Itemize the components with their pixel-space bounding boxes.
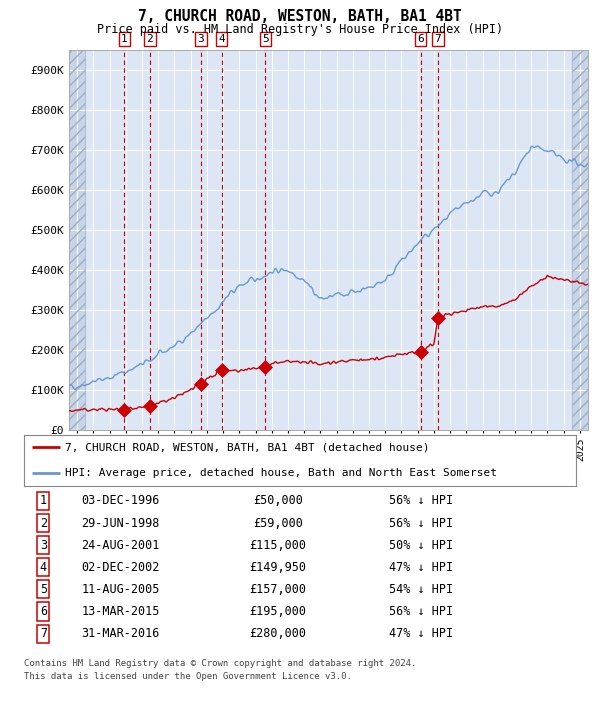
Text: 56% ↓ HPI: 56% ↓ HPI [389, 494, 454, 508]
Text: £59,000: £59,000 [253, 517, 303, 530]
Bar [572, 50, 588, 430]
Text: 47% ↓ HPI: 47% ↓ HPI [389, 627, 454, 640]
Text: 1: 1 [40, 494, 47, 508]
Text: 02-DEC-2002: 02-DEC-2002 [82, 561, 160, 574]
Text: 7: 7 [40, 627, 47, 640]
Text: 5: 5 [40, 583, 47, 596]
Text: 7, CHURCH ROAD, WESTON, BATH, BA1 4BT: 7, CHURCH ROAD, WESTON, BATH, BA1 4BT [138, 9, 462, 23]
Text: 13-MAR-2015: 13-MAR-2015 [82, 605, 160, 618]
Text: £157,000: £157,000 [250, 583, 307, 596]
Text: 3: 3 [40, 539, 47, 552]
Text: 4: 4 [218, 34, 225, 44]
Text: 2: 2 [40, 517, 47, 530]
Text: £280,000: £280,000 [250, 627, 307, 640]
Text: 50% ↓ HPI: 50% ↓ HPI [389, 539, 454, 552]
Text: 7, CHURCH ROAD, WESTON, BATH, BA1 4BT (detached house): 7, CHURCH ROAD, WESTON, BATH, BA1 4BT (d… [65, 442, 430, 452]
Text: 2: 2 [146, 34, 154, 44]
Text: £195,000: £195,000 [250, 605, 307, 618]
Text: 4: 4 [40, 561, 47, 574]
Text: 6: 6 [40, 605, 47, 618]
Text: 3: 3 [197, 34, 205, 44]
Text: 56% ↓ HPI: 56% ↓ HPI [389, 605, 454, 618]
Text: 7: 7 [434, 34, 442, 44]
Bar [572, 50, 588, 430]
Text: 47% ↓ HPI: 47% ↓ HPI [389, 561, 454, 574]
Text: HPI: Average price, detached house, Bath and North East Somerset: HPI: Average price, detached house, Bath… [65, 468, 497, 478]
Text: 31-MAR-2016: 31-MAR-2016 [82, 627, 160, 640]
Text: 11-AUG-2005: 11-AUG-2005 [82, 583, 160, 596]
Text: 54% ↓ HPI: 54% ↓ HPI [389, 583, 454, 596]
Text: 29-JUN-1998: 29-JUN-1998 [82, 517, 160, 530]
Text: 6: 6 [418, 34, 424, 44]
Text: £149,950: £149,950 [250, 561, 307, 574]
Bar [69, 50, 85, 430]
Text: 03-DEC-1996: 03-DEC-1996 [82, 494, 160, 508]
Text: This data is licensed under the Open Government Licence v3.0.: This data is licensed under the Open Gov… [24, 672, 352, 681]
Text: 1: 1 [121, 34, 128, 44]
Text: 24-AUG-2001: 24-AUG-2001 [82, 539, 160, 552]
Bar [69, 50, 85, 430]
Text: 56% ↓ HPI: 56% ↓ HPI [389, 517, 454, 530]
Text: £115,000: £115,000 [250, 539, 307, 552]
Text: 5: 5 [262, 34, 269, 44]
Text: Contains HM Land Registry data © Crown copyright and database right 2024.: Contains HM Land Registry data © Crown c… [24, 659, 416, 668]
Text: Price paid vs. HM Land Registry's House Price Index (HPI): Price paid vs. HM Land Registry's House … [97, 23, 503, 36]
Text: £50,000: £50,000 [253, 494, 303, 508]
